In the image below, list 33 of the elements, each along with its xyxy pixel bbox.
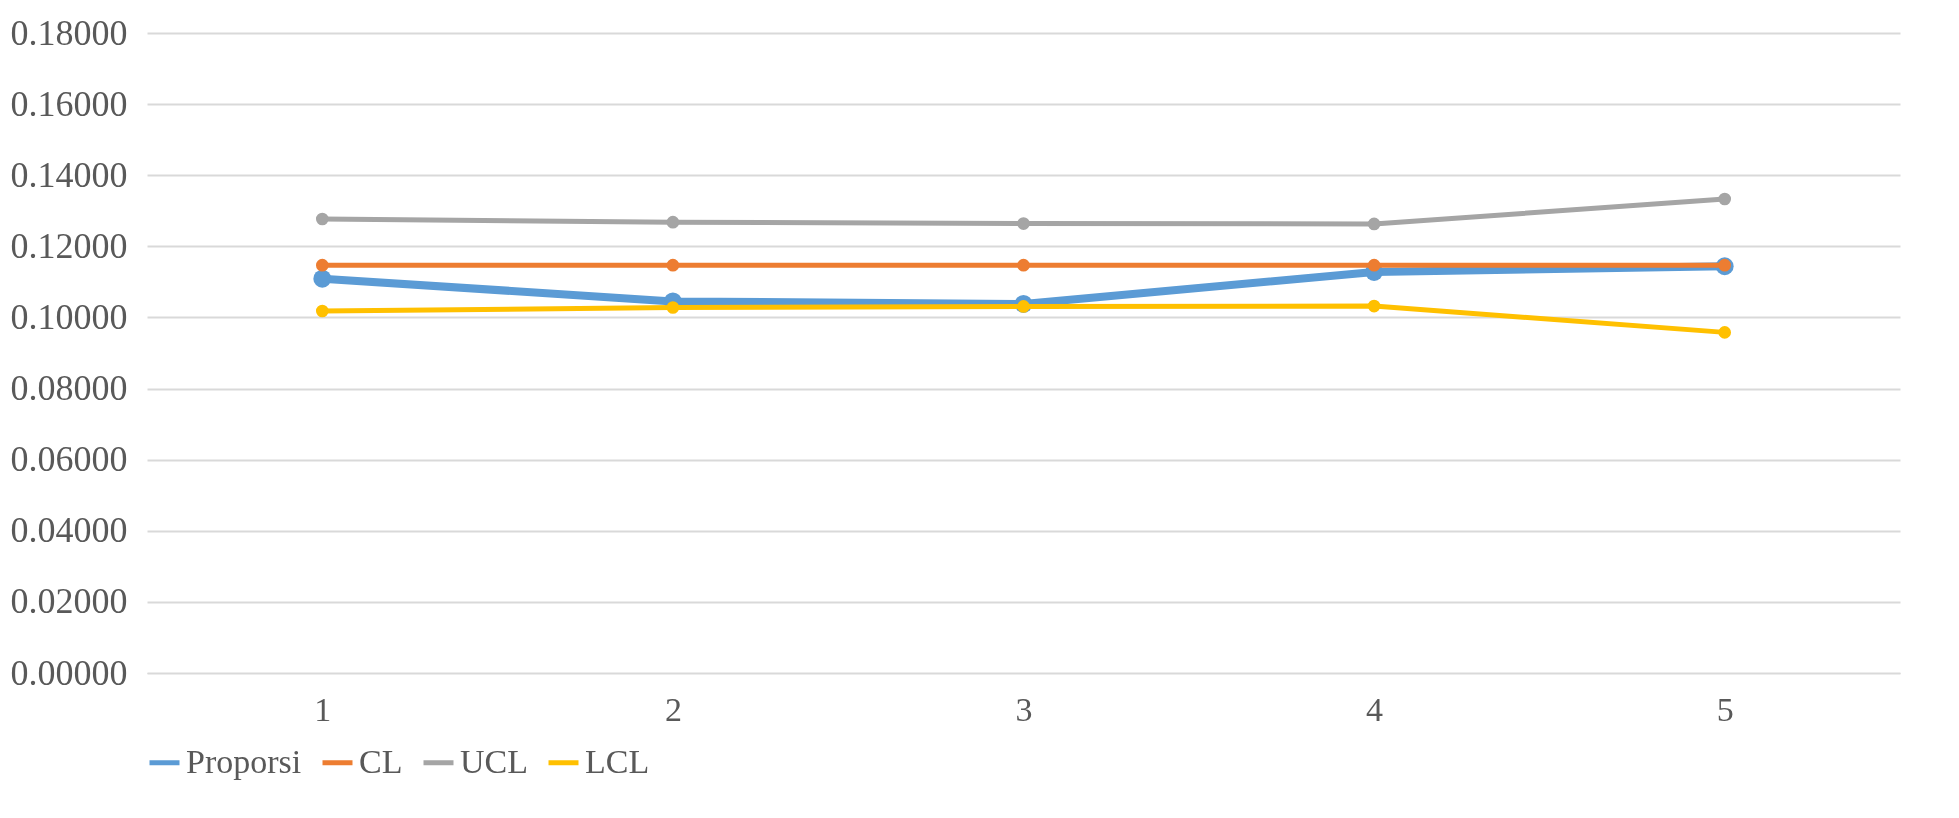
legend-label: Proporsi [186,742,302,780]
point [666,215,680,229]
x-tick-label: 2 [664,690,682,728]
y-tick-label: 0.08000 [10,368,128,409]
point [1017,258,1030,272]
point [315,304,329,318]
point [1367,258,1381,272]
y-tick-label: 0.18000 [10,12,128,53]
point [666,258,680,272]
y-tick-label: 0.16000 [10,83,128,124]
point [1367,217,1381,231]
x-tick-label: 5 [1716,690,1734,728]
legend-label: LCL [585,742,650,780]
x-tick-label: 3 [1015,690,1033,728]
x-tick-label: 1 [314,690,332,728]
x-tick-label: 4 [1366,690,1384,728]
point [313,269,332,288]
y-tick-label: 0.10000 [10,296,128,337]
point [1367,299,1381,313]
y-tick-label: 0.02000 [10,581,128,622]
point [1017,217,1030,230]
y-tick-label: 0.04000 [10,510,128,551]
legend-label: CL [359,742,403,780]
legend-label: UCL [460,742,528,780]
y-tick-label: 0.00000 [10,652,128,693]
point [1718,192,1732,206]
point [1718,326,1732,339]
point [315,258,329,272]
y-tick-label: 0.12000 [10,225,128,266]
point [315,212,329,226]
y-tick-label: 0.06000 [10,439,128,480]
y-tick-label: 0.14000 [10,154,128,195]
point [666,301,680,314]
